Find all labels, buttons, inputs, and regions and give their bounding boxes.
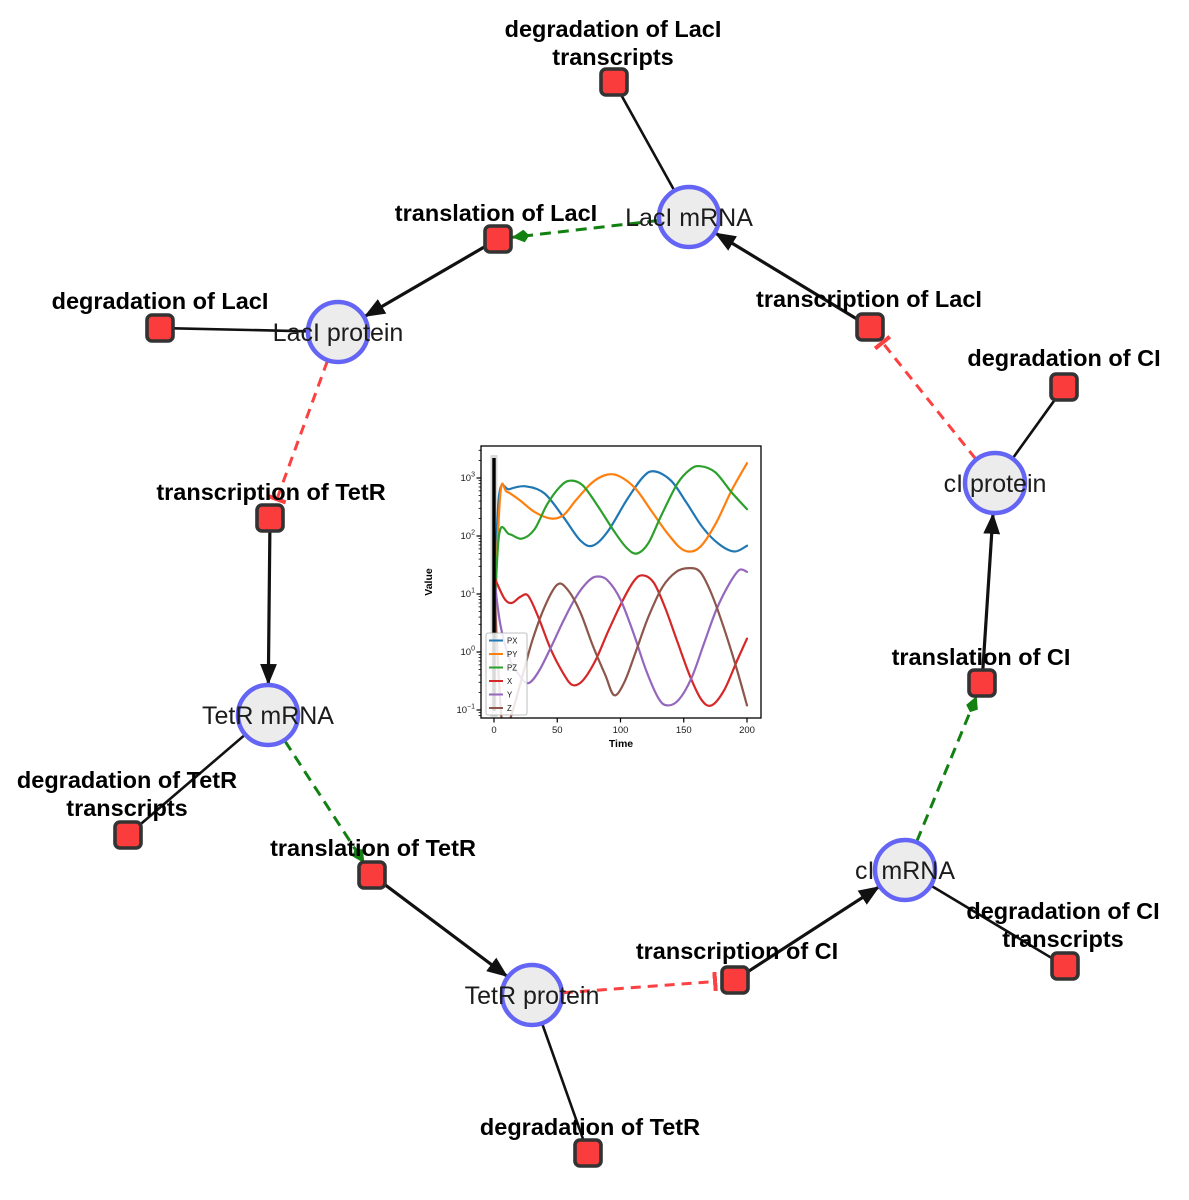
reaction-node-deg_laci	[145, 313, 175, 343]
curves-layer	[492, 462, 749, 718]
reaction-node-transcription_tetr	[255, 503, 285, 533]
edge-ci_mrna-translation_ci-modifier	[915, 695, 979, 842]
x-tick-label: 0	[491, 725, 496, 736]
legend-entry-Z: Z	[507, 704, 512, 713]
reaction-label-translation_tetr-line0: translation of TetR	[270, 835, 476, 861]
reaction-label-deg_ci_tr-line1: transcripts	[1002, 926, 1123, 952]
species-node-laci_mrna	[656, 184, 722, 250]
series-PZ-line	[492, 464, 749, 636]
species-node-tetr_protein	[499, 962, 565, 1028]
edge-ci_mrna-deg_ci_tr-consumption	[930, 884, 1055, 961]
species-node-tetr_mrna	[235, 682, 301, 748]
x-axis-label: Time	[609, 738, 633, 750]
series-PX-line	[492, 470, 749, 613]
species-label-laci_mrna: LacI mRNA	[625, 204, 753, 232]
labels-layer: degradation of LacItranscriptstranslatio…	[17, 16, 1161, 1140]
edge-laci_mrna-deg_laci_tr-consumption	[619, 92, 676, 191]
species-label-laci_protein: LacI protein	[273, 319, 404, 347]
edge-transcription_tetr-tetr_mrna-production	[260, 530, 277, 686]
reaction-node-deg_laci_tr	[599, 67, 629, 97]
legend-entry-PX: PX	[507, 636, 518, 645]
reaction-node-deg_tetr	[573, 1138, 603, 1168]
timeseries-inset-plot: 0 50 100 150 20010310210110010−1TimeValuePXP…	[423, 445, 762, 750]
reaction-node-translation_ci	[967, 668, 997, 698]
x-tick-label: 200	[739, 725, 755, 736]
edge-translation_ci-ci_protein-production	[981, 512, 1001, 671]
reaction-label-deg_laci_tr-line1: transcripts	[552, 44, 673, 70]
reaction-node-deg_ci_tr	[1050, 951, 1080, 981]
reaction-node-transcription_laci	[855, 312, 885, 342]
series-Y-line	[492, 568, 749, 707]
edge-laci_protein-transcription_tetr-inhibition	[267, 360, 329, 505]
reaction-label-translation_ci-line0: translation of CI	[892, 644, 1071, 670]
edge-transcription_laci-laci_mrna-production	[713, 231, 860, 322]
legend-entry-PY: PY	[507, 650, 518, 659]
species-label-ci_protein: cI protein	[944, 470, 1047, 498]
series-X-line	[492, 574, 749, 707]
reaction-label-deg_tetr_tr-line0: degradation of TetR	[17, 767, 237, 793]
y-tick-label: 102	[461, 530, 476, 543]
species-node-laci_protein	[305, 299, 371, 365]
species-label-tetr_mrna: TetR mRNA	[202, 702, 334, 730]
series-PY-line	[492, 462, 749, 626]
edge-translation_laci-laci_protein-production	[363, 244, 488, 319]
reaction-label-translation_laci-line0: translation of LacI	[395, 200, 597, 226]
y-tick-label: 10−1	[456, 704, 475, 717]
edge-tetr_protein-deg_tetr-consumption	[541, 1023, 585, 1142]
reaction-label-deg_tetr_tr-line1: transcripts	[66, 795, 187, 821]
edge-ci_protein-deg_ci-consumption	[1012, 396, 1058, 459]
x-tick-label: 100	[613, 725, 629, 736]
reaction-label-deg_laci-line0: degradation of LacI	[52, 288, 269, 314]
reaction-label-transcription_ci-line0: transcription of CI	[636, 938, 838, 964]
reaction-label-deg_ci-line0: degradation of CI	[967, 345, 1160, 371]
edge-tetr_mrna-deg_tetr_tr-consumption	[137, 734, 246, 828]
legend: PX PY PZ XYZ	[485, 632, 528, 716]
reaction-label-deg_tetr-line0: degradation of TetR	[480, 1114, 700, 1140]
reaction-node-translation_tetr	[357, 860, 387, 890]
edge-ci_protein-transcription_laci-inhibition	[873, 335, 977, 460]
reaction-label-deg_laci_tr-line0: degradation of LacI	[505, 16, 722, 42]
edge-laci_mrna-translation_laci-modifier	[511, 219, 659, 243]
reaction-node-transcription_ci	[720, 965, 750, 995]
y-tick-label: 101	[461, 588, 476, 601]
nodes-layer	[113, 67, 1080, 1168]
reaction-label-transcription_laci-line0: transcription of LacI	[756, 286, 982, 312]
reaction-node-deg_tetr_tr	[113, 820, 143, 850]
edge-transcription_ci-ci_mrna-production	[745, 884, 881, 975]
legend-entry-PZ: PZ	[507, 663, 517, 672]
x-tick-label: 150	[676, 725, 692, 736]
species-label-ci_mrna: cI mRNA	[855, 857, 955, 885]
species-label-tetr_protein: TetR protein	[465, 982, 600, 1010]
legend-entry-Y: Y	[507, 690, 513, 699]
y-tick-label: 100	[461, 646, 476, 659]
reaction-node-translation_laci	[483, 224, 513, 254]
species-node-ci_protein	[962, 450, 1028, 516]
edge-tetr_protein-transcription_ci-inhibition	[562, 971, 718, 995]
species-node-ci_mrna	[872, 837, 938, 903]
legend-entry-X: X	[507, 677, 513, 686]
edge-laci_protein-deg_laci-consumption	[172, 326, 308, 333]
reaction-label-deg_ci_tr-line0: degradation of CI	[966, 898, 1159, 924]
edge-tetr_mrna-translation_tetr-modifier	[283, 740, 366, 865]
reaction-label-transcription_tetr-line0: transcription of TetR	[156, 479, 385, 505]
edges-layer	[137, 92, 1058, 1142]
edge-translation_tetr-tetr_protein-production	[381, 881, 509, 979]
y-axis-label: Value	[423, 568, 435, 596]
reaction-node-deg_ci	[1049, 372, 1079, 402]
y-tick-label: 103	[461, 472, 476, 485]
x-tick-label: 50	[552, 725, 563, 736]
